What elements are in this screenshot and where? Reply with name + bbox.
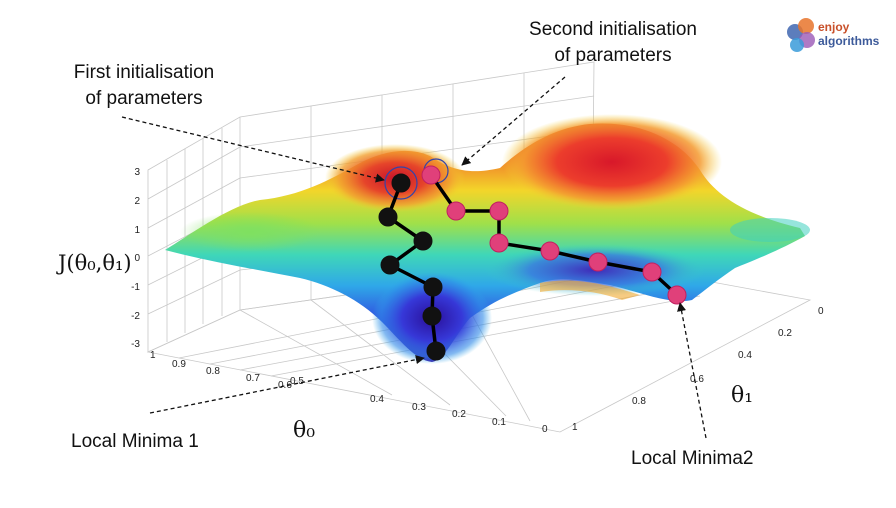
theta1-axis-label: θ₁ <box>731 383 753 408</box>
path-point <box>391 173 411 193</box>
theta0-tick: 0 <box>542 424 548 435</box>
leader-second-init <box>461 76 566 166</box>
path-point <box>413 231 433 251</box>
path-point <box>642 262 662 282</box>
z-tick: 1 <box>134 225 140 236</box>
second-init-line2: of parameters <box>554 45 672 66</box>
theta0-tick: 0.4 <box>370 394 384 405</box>
local-min-2-annotation: Local Minima2 <box>631 448 754 469</box>
path-point <box>446 201 466 221</box>
path-point <box>378 207 398 227</box>
path-point <box>489 233 509 253</box>
logo-line2: algorithms <box>818 34 880 48</box>
theta0-axis-ticks: 1 0.9 0.8 0.7 0.6 0.5 0.4 0.3 0.2 0.1 0 <box>150 350 548 435</box>
theta1-axis-ticks: 0 0.2 0.4 0.6 0.8 1 <box>572 306 824 433</box>
path-point <box>380 255 400 275</box>
theta0-tick: 0.2 <box>452 409 466 420</box>
theta1-tick: 0.4 <box>738 350 752 361</box>
theta0-tick: 0.5 <box>290 376 304 387</box>
theta1-tick: 1 <box>572 422 578 433</box>
theta1-tick: 0.6 <box>690 374 704 385</box>
first-init-ring <box>384 166 418 200</box>
theta1-tick: 0 <box>818 306 824 317</box>
theta0-tick: 0.9 <box>172 359 186 370</box>
z-tick: -1 <box>131 282 140 293</box>
theta0-tick: 0.6 <box>278 380 292 391</box>
path-point <box>421 165 441 185</box>
theta0-tick: 0.3 <box>412 402 426 413</box>
theta1-tick: 0.8 <box>632 396 646 407</box>
path-point <box>667 285 687 305</box>
theta0-tick: 0.7 <box>246 373 260 384</box>
z-axis-ticks: 3 2 1 0 -1 -2 -3 <box>131 167 140 350</box>
local-min-1-annotation: Local Minima 1 <box>71 431 199 452</box>
theta0-tick: 0.1 <box>492 417 506 428</box>
z-tick: 2 <box>134 196 140 207</box>
path-point <box>540 241 560 261</box>
z-axis-label: J(θ₀,θ₁) <box>56 251 132 275</box>
annotation-leaders <box>121 76 707 439</box>
leader-local-min-1 <box>149 355 425 414</box>
path-point <box>588 252 608 272</box>
logo-line1: enjoy <box>818 20 850 34</box>
theta0-tick: 0.8 <box>206 366 220 377</box>
markers-second-path <box>421 165 687 305</box>
z-tick: 3 <box>134 167 140 178</box>
theta1-tick: 0.2 <box>778 328 792 339</box>
path-point <box>422 306 442 326</box>
z-tick: -2 <box>131 311 140 322</box>
theta0-tick: 1 <box>150 350 156 361</box>
z-tick: -3 <box>131 339 140 350</box>
leader-local-min-2 <box>677 302 707 439</box>
theta0-axis-label: θ₀ <box>293 418 315 443</box>
leader-first-init <box>121 116 385 183</box>
path-point <box>426 341 446 361</box>
path-point <box>423 277 443 297</box>
second-init-line1: Second initialisation <box>529 19 697 40</box>
enjoyalgorithms-logo: enjoy algorithms <box>787 18 880 52</box>
cost-surface <box>165 114 810 364</box>
first-init-line2: of parameters <box>85 88 203 109</box>
first-init-line1: First initialisation <box>73 62 215 83</box>
first-init-annotation: First initialisation of parameters <box>44 60 244 112</box>
z-tick: 0 <box>134 253 140 264</box>
path-point <box>489 201 509 221</box>
second-init-annotation: Second initialisation of parameters <box>508 17 718 69</box>
markers-first-path <box>378 173 446 361</box>
